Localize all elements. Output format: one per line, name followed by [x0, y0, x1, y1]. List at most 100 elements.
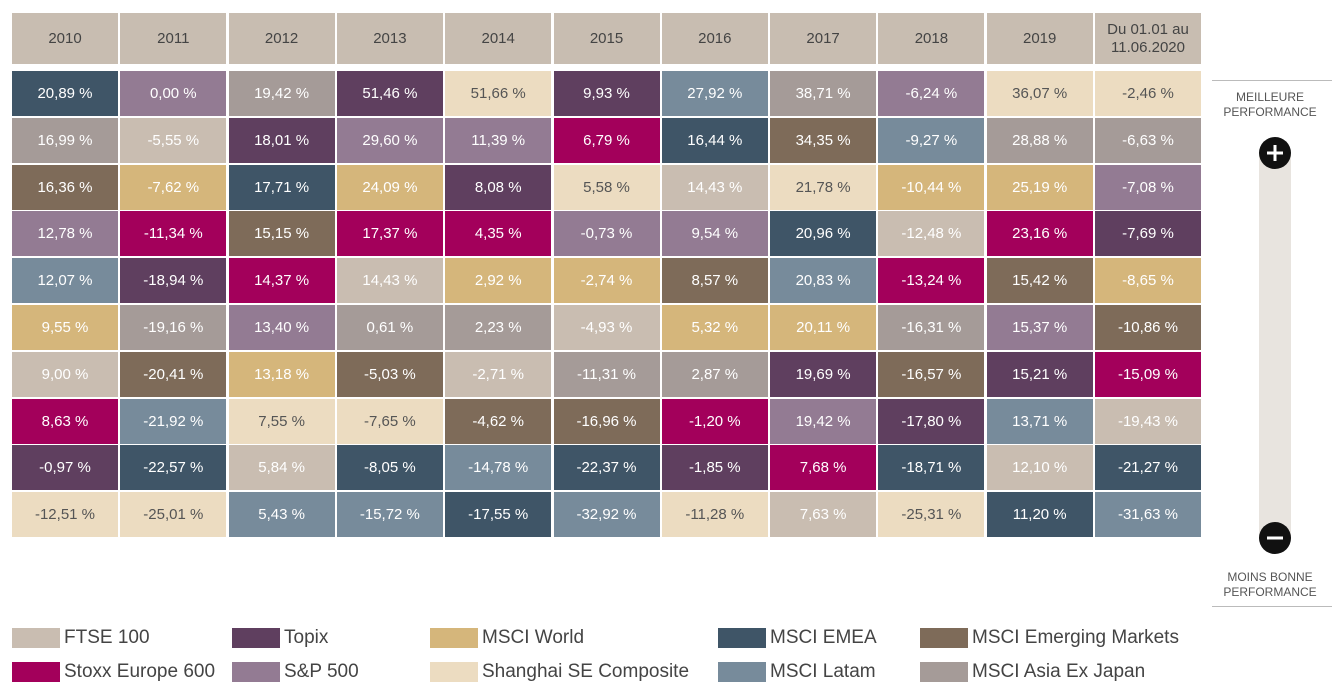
return-cell: 19,69 % [770, 351, 877, 397]
return-cell: 36,07 % [986, 71, 1093, 116]
return-cell: -11,28 % [661, 492, 768, 538]
return-cell: -7,65 % [336, 398, 443, 444]
legend-label: MSCI Asia Ex Japan [972, 661, 1146, 682]
text-line: MEILLEURE [1235, 90, 1305, 104]
return-cell: -0,97 % [12, 445, 118, 491]
return-cell: -32,92 % [553, 492, 660, 538]
return-cell: 25,19 % [986, 164, 1093, 210]
return-cell: -1,85 % [661, 445, 768, 491]
return-cell: -19,16 % [120, 305, 227, 350]
legend-swatch [430, 628, 478, 648]
return-cell: 0,00 % [120, 71, 227, 116]
return-cell: 7,63 % [770, 492, 877, 538]
return-cell: 17,37 % [336, 211, 443, 257]
return-cell: -16,57 % [878, 351, 985, 397]
return-cell: 14,37 % [228, 258, 335, 304]
return-cell: 5,58 % [553, 164, 660, 210]
return-cell: 2,87 % [661, 351, 768, 397]
return-cell: 24,09 % [336, 164, 443, 210]
column-header: 2015 [553, 13, 660, 64]
return-cell: 38,71 % [770, 71, 877, 116]
text-line: 11.06.2020 [1111, 38, 1185, 56]
return-cell: -7,08 % [1095, 164, 1201, 210]
return-cell: -16,31 % [878, 305, 985, 350]
legend-swatch [920, 662, 968, 682]
return-cell: 16,36 % [12, 164, 118, 210]
column-header: 2018 [878, 13, 985, 64]
return-cell: -1,20 % [661, 398, 768, 444]
return-cell: 5,32 % [661, 305, 768, 350]
text-line: Du 01.01 au [1107, 20, 1189, 38]
return-cell: 51,66 % [445, 71, 552, 116]
return-cell: -31,63 % [1095, 492, 1201, 538]
plus-icon [1259, 137, 1291, 169]
return-cell: 12,07 % [12, 258, 118, 304]
return-cell: -7,69 % [1095, 211, 1201, 257]
return-cell: 2,92 % [445, 258, 552, 304]
return-cell: 51,46 % [336, 71, 443, 116]
return-cell: 14,43 % [336, 258, 443, 304]
return-cell: 18,01 % [228, 117, 335, 163]
return-cell: 5,43 % [228, 492, 335, 538]
column-header: 2014 [445, 13, 552, 64]
return-cell: -6,63 % [1095, 117, 1201, 163]
divider [1212, 80, 1332, 81]
return-cell: 19,42 % [770, 398, 877, 444]
return-cell: 11,39 % [445, 117, 552, 163]
return-cell: 8,08 % [445, 164, 552, 210]
return-cell: -8,05 % [336, 445, 443, 491]
column-header: Du 01.01 au 11.06.2020 [1095, 13, 1201, 64]
column-header: 2016 [661, 13, 768, 64]
return-cell: -4,93 % [553, 305, 660, 350]
return-cell: -17,80 % [878, 398, 985, 444]
return-cell: -20,41 % [120, 351, 227, 397]
return-cell: -8,65 % [1095, 258, 1201, 304]
return-cell: -2,46 % [1095, 71, 1201, 116]
column-header: 2011 [120, 13, 227, 64]
return-cell: -7,62 % [120, 164, 227, 210]
return-cell: 17,71 % [228, 164, 335, 210]
legend-swatch [718, 628, 766, 648]
return-cell: 5,84 % [228, 445, 335, 491]
return-cell: 27,92 % [661, 71, 768, 116]
legend-swatch [12, 662, 60, 682]
return-cell: -22,37 % [553, 445, 660, 491]
return-cell: 23,16 % [986, 211, 1093, 257]
legend-swatch [232, 662, 280, 682]
return-cell: -16,96 % [553, 398, 660, 444]
return-cell: -21,27 % [1095, 445, 1201, 491]
return-cell: -14,78 % [445, 445, 552, 491]
legend-swatch [718, 662, 766, 682]
return-cell: 9,55 % [12, 305, 118, 350]
return-cell: -11,31 % [553, 351, 660, 397]
return-cell: -6,24 % [878, 71, 985, 116]
return-cell: 19,42 % [228, 71, 335, 116]
best-label: MEILLEURE PERFORMANCE [1210, 90, 1330, 120]
return-cell: 13,18 % [228, 351, 335, 397]
return-cell: -11,34 % [120, 211, 227, 257]
return-cell: 12,10 % [986, 445, 1093, 491]
return-cell: 34,35 % [770, 117, 877, 163]
return-cell: -25,01 % [120, 492, 227, 538]
scale-bar [1259, 152, 1291, 540]
return-cell: 8,57 % [661, 258, 768, 304]
legend-swatch [12, 628, 60, 648]
worst-label: MOINS BONNE PERFORMANCE [1210, 570, 1330, 600]
return-cell: -19,43 % [1095, 398, 1201, 444]
column-header: 2013 [336, 13, 443, 64]
return-cell: -15,72 % [336, 492, 443, 538]
return-cell: -0,73 % [553, 211, 660, 257]
return-cell: 4,35 % [445, 211, 552, 257]
return-cell: 21,78 % [770, 164, 877, 210]
return-cell: 28,88 % [986, 117, 1093, 163]
return-cell: 15,42 % [986, 258, 1093, 304]
return-cell: 7,68 % [770, 445, 877, 491]
column-header: 2019 [986, 13, 1093, 64]
return-cell: 2,23 % [445, 305, 552, 350]
return-cell: 14,43 % [661, 164, 768, 210]
return-cell: -18,94 % [120, 258, 227, 304]
column-header: 2012 [228, 13, 335, 64]
legend-label: MSCI Emerging Markets [972, 627, 1179, 648]
column-header: 2017 [770, 13, 877, 64]
return-cell: 20,96 % [770, 211, 877, 257]
